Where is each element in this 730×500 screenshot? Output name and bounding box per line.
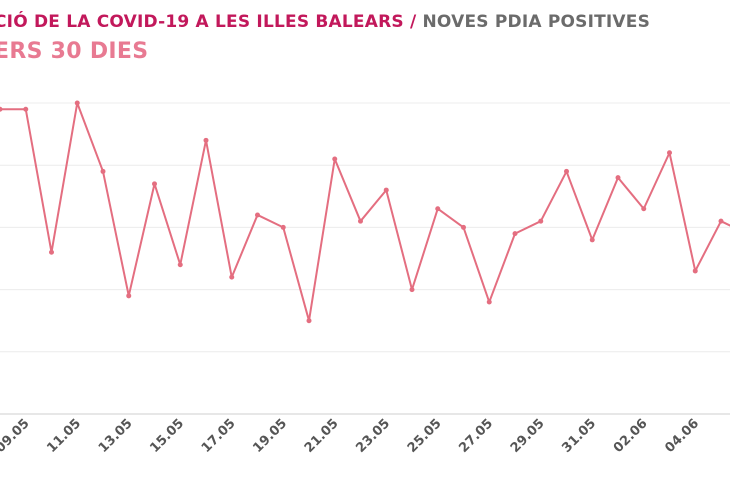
x-tick-label-13: 04.06 [662,416,702,456]
data-point-21[interactable] [538,218,544,224]
x-tick-label-10: 29.05 [508,416,548,456]
x-tick-label-3: 15.05 [147,416,187,456]
data-point-1[interactable] [23,106,29,112]
data-point-5[interactable] [126,293,132,299]
x-tick-label-0: 09.05 [0,416,33,456]
data-point-22[interactable] [564,168,569,174]
chart-title-secondary: NOVES PDIA POSITIVES [422,12,651,32]
data-point-16[interactable] [409,287,415,293]
data-point-20[interactable] [512,231,518,237]
grid-lines [0,102,730,353]
data-point-6[interactable] [152,181,157,187]
data-point-2[interactable] [49,249,54,255]
x-tick-label-5: 19.05 [250,416,290,456]
chart-subtitle: ERS 30 DIES [0,39,149,64]
x-tick-labels: 09.05 11.05 13.05 15.05 17.05 19.05 21.05 23.05… [0,416,702,456]
data-point-11[interactable] [280,224,286,230]
chart-title-separator: / [403,12,423,32]
data-point-0[interactable] [0,106,3,112]
data-point-3[interactable] [74,100,80,106]
series-line-group [0,102,730,322]
x-tick-label-11: 31.05 [559,416,599,456]
data-point-28[interactable] [718,218,724,224]
x-tick-label-6: 21.05 [302,416,342,456]
data-point-12[interactable] [306,318,312,324]
data-point-24[interactable] [615,175,621,181]
data-point-17[interactable] [435,206,441,212]
data-point-8[interactable] [203,137,209,143]
data-point-15[interactable] [383,187,389,193]
data-point-9[interactable] [229,274,235,280]
data-point-13[interactable] [332,156,338,162]
series-points [0,100,724,324]
x-tick-label-2: 13.05 [96,416,136,456]
chart-title-main: CIÓ DE LA COVID-19 A LES ILLES BALEARS [0,12,404,32]
x-tick-label-4: 17.05 [199,416,239,456]
data-point-4[interactable] [100,168,106,174]
series-line [0,102,730,322]
x-tick-label-8: 25.05 [405,416,445,456]
data-point-26[interactable] [667,150,672,156]
data-point-10[interactable] [255,212,260,218]
data-point-14[interactable] [358,218,363,224]
data-point-23[interactable] [589,237,595,243]
x-tick-label-12: 02.06 [611,416,651,456]
data-point-18[interactable] [461,224,466,230]
data-point-19[interactable] [486,299,492,305]
data-point-27[interactable] [692,268,698,274]
data-point-7[interactable] [177,262,183,268]
x-tick-label-9: 27.05 [456,416,496,456]
x-tick-label-7: 23.05 [353,416,393,456]
x-tick-label-1: 11.05 [44,416,84,456]
chart-title: CIÓ DE LA COVID-19 A LES ILLES BALEARS /… [0,10,650,34]
data-point-25[interactable] [641,206,647,212]
